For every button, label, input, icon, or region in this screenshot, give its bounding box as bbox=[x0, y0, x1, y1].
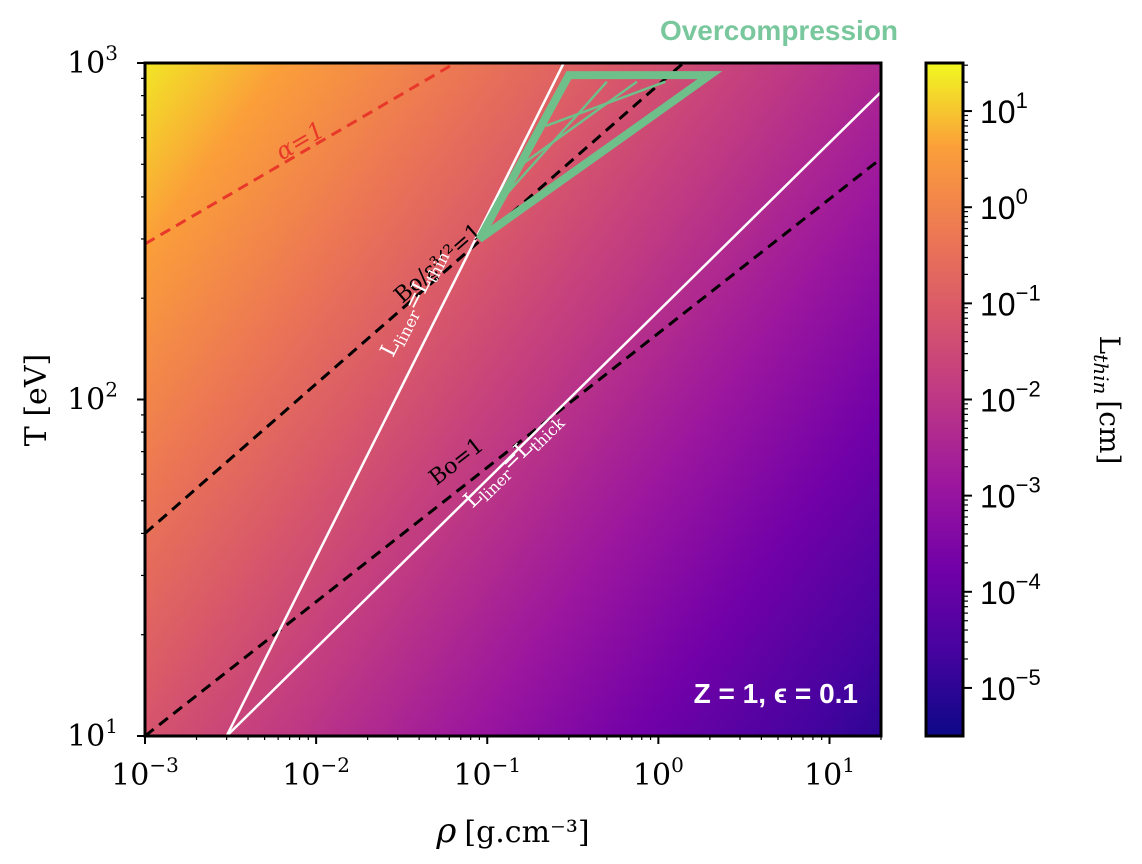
y-tick-label: 102 bbox=[67, 378, 118, 418]
colorbar-label-sub: thin bbox=[1089, 354, 1113, 394]
x-axis-symbol: ρ bbox=[435, 811, 456, 851]
x-axis-label: ρ [g.cm⁻³] bbox=[435, 811, 589, 851]
overcompression-hatch bbox=[545, 80, 666, 128]
lliner-eq-lthick-line bbox=[225, 91, 881, 736]
colorbar-tick-label: 10−4 bbox=[980, 569, 1041, 611]
colorbar-tick-label: 10−5 bbox=[980, 665, 1041, 707]
parameters-annotation: Z = 1, ϵ = 0.1 bbox=[694, 678, 858, 709]
colorbar-label-unit: [cm] bbox=[1093, 400, 1126, 464]
x-tick-label: 10−2 bbox=[282, 753, 350, 793]
x-tick-label: 101 bbox=[804, 753, 855, 793]
x-axis-unit: [g.cm⁻³] bbox=[464, 815, 589, 850]
colorbar-tick-label: 100 bbox=[980, 184, 1028, 226]
colorbar-tick-label: 10−3 bbox=[980, 473, 1041, 515]
overcompression-label: Overcompression bbox=[660, 15, 898, 46]
bo-eq-1-line bbox=[145, 157, 881, 736]
colorbar-label-main: L bbox=[1093, 336, 1126, 355]
colorbar-label: Lthin [cm] bbox=[1089, 336, 1126, 465]
colorbar-tick-label: 101 bbox=[980, 88, 1028, 130]
y-tick-label: 101 bbox=[67, 714, 118, 754]
colorbar-tick-label: 10−1 bbox=[980, 280, 1041, 322]
alpha-eq-1-line bbox=[145, 63, 456, 246]
overcompression-hatch bbox=[521, 80, 638, 166]
x-tick-label: 100 bbox=[633, 753, 684, 793]
y-axis-label: T [eV] bbox=[19, 354, 54, 446]
overcompression-region bbox=[475, 71, 723, 243]
y-tick-label: 103 bbox=[67, 41, 118, 81]
x-tick-label: 10−1 bbox=[453, 753, 521, 793]
colorbar-tick-label: 10−2 bbox=[980, 377, 1041, 419]
lliner-eq-lthin-line bbox=[225, 63, 565, 736]
colorbar bbox=[924, 61, 965, 738]
x-tick-label: 10−3 bbox=[111, 753, 179, 793]
bo-eps-eq-1-line bbox=[145, 63, 685, 535]
